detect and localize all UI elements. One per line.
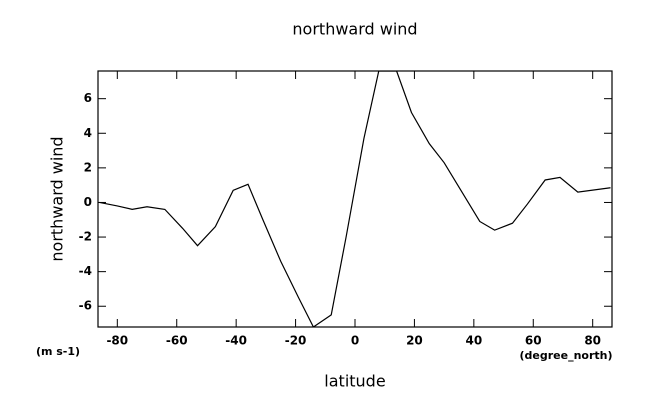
- y-tick-label: 0: [84, 195, 92, 209]
- y-units: (m s-1): [36, 345, 80, 358]
- chart-title: northward wind: [292, 20, 417, 39]
- plot-frame: [97, 70, 613, 328]
- x-tick-label: -80: [106, 334, 128, 348]
- y-tick-label: 2: [84, 160, 92, 174]
- x-tick-label: 40: [465, 334, 482, 348]
- y-tick-label: -6: [79, 299, 92, 313]
- y-tick-label: 6: [84, 91, 92, 105]
- x-tick-label: -40: [225, 334, 247, 348]
- x-tick-label: -60: [166, 334, 188, 348]
- x-tick-label: 20: [406, 334, 423, 348]
- y-tick-label: -4: [79, 264, 92, 278]
- x-axis-label: latitude: [324, 372, 385, 391]
- y-axis-label: northward wind: [48, 136, 67, 261]
- data-line: [99, 71, 611, 327]
- x-tick-label: -20: [285, 334, 307, 348]
- x-tick-label: 60: [525, 334, 542, 348]
- x-tick-label: 0: [351, 334, 359, 348]
- y-tick-label: 4: [84, 126, 92, 140]
- x-tick-label: 80: [584, 334, 601, 348]
- x-units: (degree_north): [519, 349, 612, 362]
- y-tick-label: -2: [79, 230, 92, 244]
